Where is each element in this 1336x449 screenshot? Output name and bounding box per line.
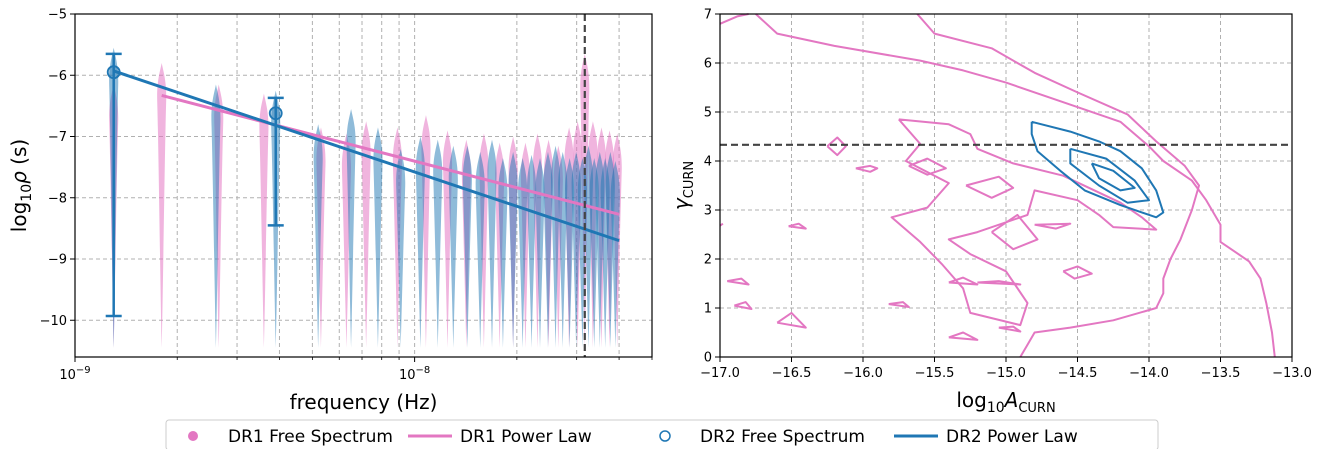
dr2-violin <box>373 127 383 348</box>
legend-label: DR2 Power Law <box>946 427 1078 447</box>
dr2-violin <box>610 161 620 348</box>
dr2-violin <box>313 124 323 348</box>
right-ticks: −17.0 −16.5 −16.0 −15.5 −15.0 −14.5 −14.0 −13.5… <box>700 8 1312 382</box>
dr1-contour <box>977 280 1022 286</box>
dr2-violin <box>448 145 458 348</box>
dr1-contour <box>1034 222 1072 230</box>
right-x-tick-label: −16.5 <box>772 366 812 381</box>
right-y-tick-label: 4 <box>704 155 712 170</box>
right-x-tick-label: −15.5 <box>915 366 955 381</box>
legend-frame <box>165 419 1159 449</box>
dr2-contour <box>1069 147 1150 204</box>
left-y-tick-label: −10 <box>40 314 67 329</box>
right-x-tick-label: −13.0 <box>1272 366 1312 381</box>
dr1-contour <box>719 13 749 25</box>
dr1-contour <box>734 301 753 310</box>
left-y-tick-label: −9 <box>48 253 67 268</box>
dr1-contour <box>998 325 1022 333</box>
legend-marker-dr1-free-spectrum <box>188 431 198 441</box>
dr2-violin <box>415 136 425 348</box>
dr1-violin <box>361 121 371 348</box>
legend-label: DR1 Power Law <box>460 427 592 447</box>
right-y-tick-label: 1 <box>704 302 712 317</box>
dr1-contour <box>788 222 807 230</box>
dr1-contour <box>948 276 979 286</box>
posterior-contours <box>719 13 1276 358</box>
legend-label: DR1 Free Spectrum <box>228 427 393 447</box>
dr1-contour <box>855 164 879 173</box>
right-y-tick-label: 7 <box>704 8 712 23</box>
legend-marker-dr2-free-spectrum <box>659 430 671 442</box>
dr2-violin <box>211 84 221 348</box>
dr2-violin <box>487 139 497 348</box>
dr2-violin <box>565 157 575 348</box>
left-axes-frame <box>74 13 653 358</box>
dr1-contour <box>948 331 979 341</box>
dr2-violin <box>535 157 545 348</box>
dr1-contour <box>908 157 947 176</box>
left-y-tick-label: −8 <box>48 191 67 206</box>
legend: DR1 Free Spectrum DR1 Power Law DR2 Free S… <box>165 419 1159 449</box>
left-y-tick-label: −7 <box>48 130 67 145</box>
dr1-contour <box>755 13 1276 358</box>
dr2-errorbars <box>105 52 284 318</box>
dr2-point <box>268 106 283 121</box>
dr1-power-law-line <box>161 94 620 216</box>
dr1-contour <box>826 136 847 157</box>
right-x-tick-label: −16.0 <box>843 366 883 381</box>
right-y-tick-label: 5 <box>704 106 712 121</box>
dr2-contour <box>1030 120 1165 219</box>
dr2-power-law-line <box>113 69 620 243</box>
right-y-tick-label: 3 <box>704 204 712 219</box>
left-x-tick-label: 10−9 <box>59 365 90 383</box>
right-gridlines <box>720 14 1292 357</box>
free-spectrum-panel: −10 −9 −8 −7 −6 −5 10−9 10−8 frequency (Hz) log… <box>7 8 653 414</box>
legend-label: DR2 Free Spectrum <box>700 427 865 447</box>
right-x-tick-label: −13.5 <box>1201 366 1241 381</box>
dr1-contour <box>776 311 807 329</box>
left-x-tick-label: 10−8 <box>399 365 430 383</box>
dr1-violin <box>259 93 269 348</box>
right-x-axis-label: log10ACURN <box>956 388 1055 416</box>
right-y-tick-label: 6 <box>704 57 712 72</box>
dr2-violin <box>396 148 406 348</box>
dr1-contour <box>727 277 750 286</box>
dr2-violin <box>498 157 508 348</box>
dr1-contour <box>991 213 1039 251</box>
legend-items: DR1 Free Spectrum DR1 Power Law DR2 Free S… <box>188 427 1078 447</box>
left-y-tick-label: −5 <box>48 8 67 23</box>
right-x-tick-label: −15.0 <box>986 366 1026 381</box>
dr2-violin <box>527 154 537 348</box>
dr1-contour <box>890 118 1158 327</box>
dr2-violin <box>346 108 356 348</box>
dr2-contour <box>1090 162 1136 192</box>
contour-panel: −17.0 −16.5 −16.0 −15.5 −15.0 −14.5 −14.0 −13.5… <box>669 8 1312 417</box>
left-x-axis-label: frequency (Hz) <box>290 390 438 414</box>
left-y-axis-label: log10ρ (s) <box>7 139 35 232</box>
left-y-tick-label: −6 <box>48 69 67 84</box>
dr2-violin <box>475 151 485 348</box>
dr2-violin <box>508 151 518 348</box>
dr2-violin <box>433 139 443 348</box>
right-y-axis-label: γCURN <box>669 161 697 210</box>
right-y-tick-label: 2 <box>704 253 712 268</box>
dr1-contour <box>1062 265 1093 280</box>
dr1-contour <box>965 175 1015 199</box>
dr2-violin <box>543 151 553 348</box>
dr1-violin <box>157 63 167 348</box>
power-law-lines <box>113 69 620 243</box>
dr1-contour <box>916 13 1200 358</box>
right-x-tick-label: −14.0 <box>1129 366 1169 381</box>
right-y-tick-label: 0 <box>704 351 712 366</box>
dr2-violin <box>518 157 528 348</box>
dr2-point <box>106 65 121 80</box>
right-x-tick-label: −14.5 <box>1058 366 1098 381</box>
right-x-tick-label: −17.0 <box>700 366 740 381</box>
dr1-contour <box>888 301 910 308</box>
left-ticks: −10 −9 −8 −7 −6 −5 10−9 10−8 <box>40 8 653 383</box>
dr2-violin <box>462 145 472 348</box>
